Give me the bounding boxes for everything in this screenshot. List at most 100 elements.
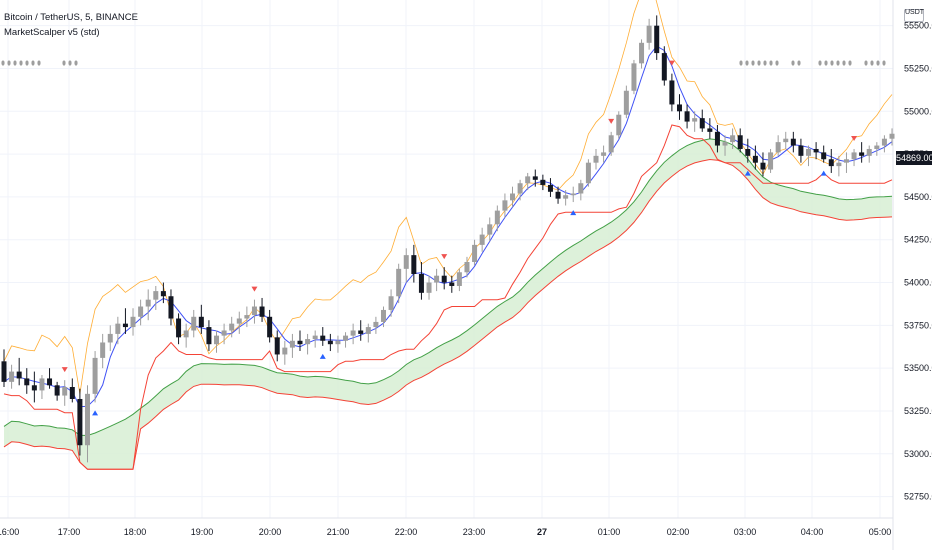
time-tick-label: 21:00 [327, 527, 350, 537]
time-tick-label: 02:00 [667, 527, 690, 537]
sell-marker [608, 118, 615, 124]
currency-button[interactable]: USDT [904, 9, 924, 22]
cloud-fill [4, 138, 892, 470]
candle-body [92, 357, 98, 394]
candle-body [806, 148, 812, 156]
time-tick-label: 20:00 [259, 527, 282, 537]
candle-body [214, 335, 220, 345]
candle-body [236, 318, 242, 324]
candle-body [775, 142, 781, 153]
buy-marker [319, 353, 326, 359]
candle-body [176, 318, 182, 338]
price-tick-label: 54500.00 [904, 192, 932, 202]
dot [842, 60, 846, 66]
candle-body [707, 128, 713, 132]
candle-body [874, 145, 880, 149]
candle-body [221, 330, 227, 336]
candle-body [403, 255, 409, 269]
candle-body [183, 330, 189, 338]
price-tick-label: 55250.00 [904, 63, 932, 73]
candle-body [464, 261, 470, 273]
candle-body [358, 330, 364, 334]
candle-body [487, 224, 493, 235]
time-tick-label: 23:00 [463, 527, 486, 537]
candle-body [16, 371, 22, 379]
candle-body [251, 306, 257, 316]
red-line [3, 124, 893, 470]
candle-body [100, 342, 106, 358]
candle-body [851, 152, 857, 160]
candle-body [578, 183, 584, 194]
candle-body [593, 155, 599, 163]
indicator-title[interactable]: MarketScalper v5 (std) [4, 27, 100, 38]
candle-body [191, 316, 197, 331]
candle-body [639, 42, 645, 64]
cloud-lower-line [3, 158, 893, 470]
dot [848, 60, 852, 66]
dot [769, 60, 773, 66]
price-tick-label: 53500.00 [904, 363, 932, 373]
candle-body [62, 387, 68, 396]
symbol-title: Bitcoin / TetherUS, 5, BINANCE [4, 12, 138, 23]
candle-body [843, 159, 849, 163]
dot [864, 60, 868, 66]
cloud-band [4, 138, 892, 470]
candle-body [623, 90, 629, 115]
candle-body [434, 275, 440, 283]
indicator-lines [3, 0, 893, 470]
candle-body [31, 385, 37, 391]
price-tick-label: 55000.00 [904, 106, 932, 116]
candle-body [229, 323, 235, 331]
dot [818, 60, 822, 66]
candle-body [783, 138, 789, 143]
green-line [3, 138, 893, 437]
dot [37, 60, 41, 66]
candle-body [138, 306, 144, 317]
candle-body [631, 63, 637, 91]
candle-body [365, 327, 371, 334]
candle-body [320, 335, 326, 341]
candle-body [9, 371, 15, 382]
candle-body [47, 378, 53, 386]
candle-body [396, 268, 402, 297]
candle-body [168, 296, 174, 319]
candle-body [760, 162, 766, 170]
dot [31, 60, 35, 66]
candle-body [24, 378, 30, 386]
candle-body [297, 340, 303, 345]
dot [68, 60, 72, 66]
sell-marker [668, 60, 675, 66]
candle-body [289, 340, 295, 348]
candle-body [798, 145, 804, 156]
candle-body [889, 133, 895, 139]
candle-body [547, 184, 553, 192]
price-tick-label: 54250.00 [904, 235, 932, 245]
candle-body [479, 234, 485, 245]
time-axis[interactable]: 16:00 17:00 18:00 19:00 20:00 21:00 22:00 23:00… [0, 527, 891, 537]
candle-body [661, 53, 667, 81]
candle-body [525, 176, 531, 184]
dot [830, 60, 834, 66]
time-tick-label: 16:00 [0, 527, 19, 537]
dot [62, 60, 66, 66]
dot [757, 60, 761, 66]
candle-body [616, 114, 622, 136]
price-tick-label: 53750.00 [904, 320, 932, 330]
price-axis[interactable]: 55500.0055250.0055000.0054750.0054500.00… [904, 21, 932, 502]
candle-body [380, 309, 386, 322]
candle-body [373, 321, 379, 328]
dot [876, 60, 880, 66]
price-tick-label: 52750.00 [904, 492, 932, 502]
candle-body [859, 152, 865, 156]
candle-body [411, 255, 417, 274]
candle-body [699, 118, 705, 129]
candle-body [654, 25, 660, 54]
candle-body [244, 315, 250, 319]
candle-body [69, 387, 75, 399]
candle-body [601, 152, 607, 156]
candle-body [836, 162, 842, 167]
sell-marker [61, 367, 68, 373]
price-tick-label: 55500.00 [904, 21, 932, 31]
dot [19, 60, 23, 66]
